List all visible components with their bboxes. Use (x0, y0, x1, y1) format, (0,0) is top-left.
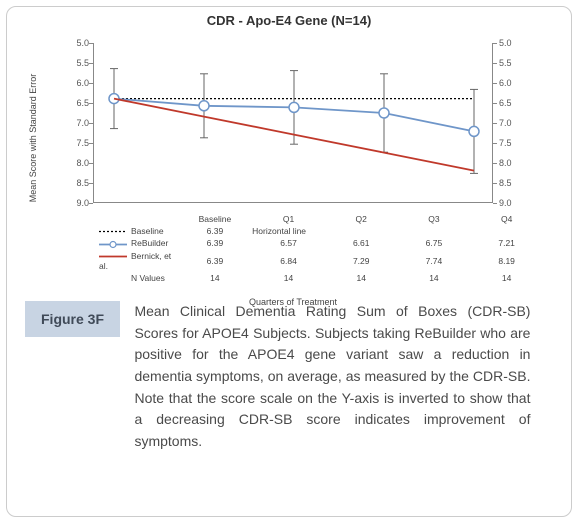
y-tick-left: 8.0 (61, 158, 89, 168)
series-value: 7.74 (398, 250, 471, 272)
category-label: Q2 (325, 213, 398, 225)
y-tick-left: 7.0 (61, 118, 89, 128)
legend-swatch (99, 252, 127, 261)
y-tick-left: 8.5 (61, 178, 89, 188)
legend-swatch (99, 227, 127, 236)
n-value: 14 (398, 272, 471, 284)
category-label: Q3 (398, 213, 471, 225)
n-value: 14 (470, 272, 543, 284)
y-tick-left: 6.5 (61, 98, 89, 108)
chart-svg (94, 43, 493, 202)
y-tick-right: 7.0 (499, 118, 527, 128)
y-tick-left: 6.0 (61, 78, 89, 88)
category-label: Q1 (252, 213, 325, 225)
figure-badge: Figure 3F (25, 301, 120, 337)
n-value: 14 (252, 272, 325, 284)
chart-area: Mean Score with Standard Error 5.05.56.0… (43, 33, 543, 243)
series-value: 6.39 (178, 250, 253, 272)
y-tick-right: 8.5 (499, 178, 527, 188)
category-label: Baseline (178, 213, 253, 225)
series-value: 7.29 (325, 250, 398, 272)
series-value: 6.39 (178, 237, 253, 249)
y-tick-left: 5.0 (61, 38, 89, 48)
category-label: Q4 (470, 213, 543, 225)
plot-region (93, 43, 493, 203)
n-row-label: N Values (131, 273, 165, 283)
y-tick-left: 7.5 (61, 138, 89, 148)
series-value: 6.57 (252, 237, 325, 249)
series-value: 7.21 (470, 237, 543, 249)
series-name: ReBuilder (131, 238, 168, 248)
y-tick-right: 6.5 (499, 98, 527, 108)
y-tick-right: 5.0 (499, 38, 527, 48)
y-tick-left: 9.0 (61, 198, 89, 208)
n-value: 14 (178, 272, 253, 284)
y-tick-right: 5.5 (499, 58, 527, 68)
series-name: Baseline (131, 226, 164, 236)
legend-swatch (99, 240, 127, 249)
y-tick-left: 5.5 (61, 58, 89, 68)
chart-title: CDR - Apo-E4 Gene (N=14) (7, 13, 571, 28)
y-tick-right: 8.0 (499, 158, 527, 168)
figure-caption: Mean Clinical Dementia Rating Sum of Box… (134, 301, 530, 453)
series-value: 8.19 (470, 250, 543, 272)
y-tick-right: 6.0 (499, 78, 527, 88)
figure-frame: CDR - Apo-E4 Gene (N=14) Mean Score with… (6, 6, 572, 517)
series-value: 6.61 (325, 237, 398, 249)
series-value: 6.75 (398, 237, 471, 249)
y-tick-right: 7.5 (499, 138, 527, 148)
n-value: 14 (325, 272, 398, 284)
caption-area: Figure 3F Mean Clinical Dementia Rating … (25, 301, 555, 453)
data-table: BaselineQ1Q2Q3Q4Baseline6.39Horizontal l… (99, 213, 543, 284)
series-value: 6.84 (252, 250, 325, 272)
y-axis-label: Mean Score with Standard Error (28, 74, 38, 203)
y-tick-right: 9.0 (499, 198, 527, 208)
legend-note: Horizontal line (252, 225, 543, 237)
